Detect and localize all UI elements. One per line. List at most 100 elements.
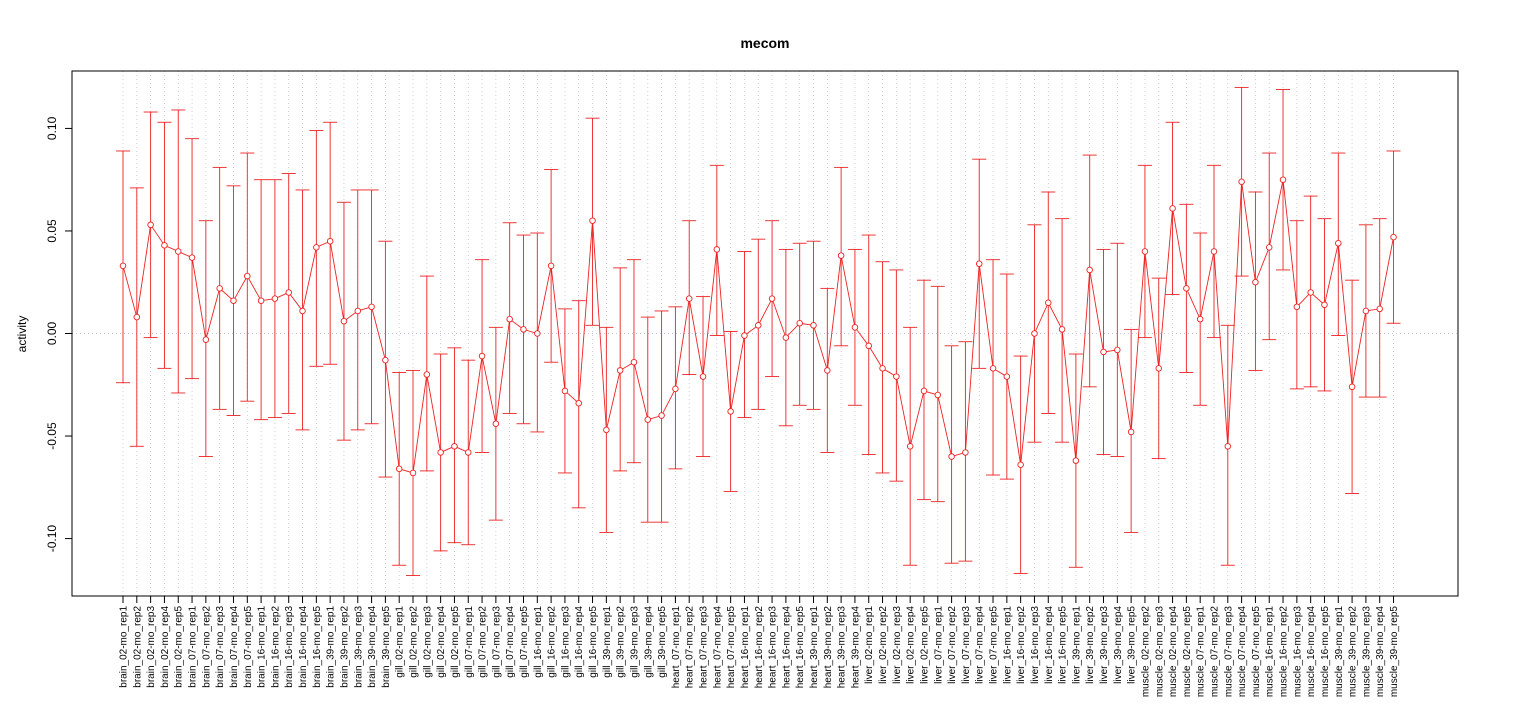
data-point [409,469,417,477]
data-point [1017,461,1024,469]
data-point [1141,248,1149,255]
x-tick-label: muscle_16-mo_rep2 [1279,606,1290,698]
x-tick-label: muscle_16-mo_rep4 [1306,606,1317,698]
x-tick-label: gill_02-mo_rep1 [395,606,406,678]
x-axis: brain_02-mo_rep1 brain_02-mo_rep2 brain_02… [119,595,1400,698]
x-tick-label: liver_16-mo_rep4 [1044,606,1055,684]
x-tick-label: liver_02-mo_rep5 [919,606,930,684]
x-tick-label: brain_16-mo_rep4 [298,606,309,688]
data-point [174,248,182,255]
x-tick-label: heart_39-mo_rep2 [823,606,834,689]
x-tick-label: heart_07-mo_rep2 [685,606,696,689]
data-point [547,262,555,270]
data-point [271,295,279,302]
x-tick-label: heart_07-mo_rep4 [712,606,723,689]
y-tick-label: -0.05 [45,422,59,450]
x-tick-label: gill_39-mo_rep4 [643,606,654,678]
data-point [879,365,886,372]
data-point [575,399,582,407]
data-point [506,315,513,323]
x-tick-label: muscle_16-mo_rep1 [1265,606,1276,698]
grid [72,71,1458,596]
x-tick-label: gill_16-mo_rep4 [574,606,585,678]
x-tick-label: brain_02-mo_rep5 [174,606,185,688]
data-point [1045,299,1052,306]
x-tick-label: brain_16-mo_rep5 [312,606,323,688]
data-point [824,367,831,374]
x-tick-label: brain_39-mo_rep5 [381,606,392,688]
x-tick-label: gill_16-mo_rep2 [547,606,558,678]
x-tick-label: liver_07-mo_rep2 [947,606,958,684]
x-tick-label: brain_02-mo_rep1 [119,606,130,688]
data-point [1155,365,1162,372]
x-tick-label: muscle_39-mo_rep4 [1375,606,1386,698]
data-point [727,408,734,415]
x-tick-label: gill_02-mo_rep5 [450,606,461,678]
x-tick-label: liver_16-mo_rep3 [1030,606,1041,684]
data-point [699,373,707,380]
x-tick-label: muscle_39-mo_rep2 [1348,606,1359,698]
data-point [1183,285,1190,292]
x-tick-label: heart_07-mo_rep5 [726,606,737,689]
x-tick-label: muscle_07-mo_rep2 [1209,606,1220,698]
data-point [975,260,983,268]
x-tick-label: liver_02-mo_rep2 [878,606,889,684]
data-point [630,358,638,366]
data-point [1321,301,1328,309]
x-tick-label: liver_16-mo_rep5 [1058,606,1069,684]
data-point [465,449,472,456]
x-tick-label: heart_16-mo_rep3 [768,606,779,689]
x-tick-label: liver_02-mo_rep3 [892,606,903,684]
data-point [934,391,942,399]
x-tick-label: muscle_16-mo_rep5 [1320,606,1331,698]
data-point [216,285,223,292]
data-point [755,322,762,329]
data-point [1196,315,1204,323]
data-point [1348,383,1356,391]
x-tick-label: gill_07-mo_rep1 [464,606,475,678]
data-point [672,385,679,393]
x-tick-label: muscle_39-mo_rep5 [1389,606,1400,698]
x-tick-label: gill_02-mo_rep2 [409,606,420,678]
data-point [1252,278,1259,286]
x-tick-label: liver_39-mo_rep1 [1071,606,1082,684]
data-point [837,252,845,259]
y-axis-label: activity [15,316,29,353]
x-tick-label: muscle_39-mo_rep1 [1334,606,1345,698]
data-point [257,297,265,304]
x-tick-label: gill_39-mo_rep1 [602,606,613,678]
x-tick-label: brain_07-mo_rep4 [229,606,240,688]
x-tick-label: muscle_16-mo_rep3 [1292,606,1303,698]
x-tick-label: liver_39-mo_rep2 [1085,606,1096,684]
data-point [658,412,665,419]
x-tick-label: brain_07-mo_rep5 [243,606,254,688]
x-tick-label: brain_39-mo_rep1 [326,606,337,688]
data-point [1031,330,1038,337]
data-point [478,352,486,360]
x-tick-label: muscle_39-mo_rep3 [1361,606,1372,698]
data-point [713,246,721,253]
data-point [603,426,610,434]
data-point [1127,428,1135,436]
error-bars [116,86,1401,576]
data-point [1072,457,1080,464]
data-point [1265,244,1273,251]
data-point [561,387,569,395]
x-tick-label: gill_39-mo_rep3 [629,606,640,678]
x-tick-label: brain_39-mo_rep2 [339,606,350,688]
data-point [492,420,500,427]
data-point [451,443,458,450]
data-point [893,373,900,380]
x-tick-label: liver_39-mo_rep3 [1099,606,1110,684]
x-tick-label: heart_16-mo_rep5 [795,606,806,689]
data-point [1210,248,1218,255]
data-point [1058,326,1066,333]
data-point [285,289,292,296]
x-tick-label: gill_07-mo_rep5 [519,606,530,678]
data-point [644,416,652,423]
data-point [382,356,389,364]
data-point [1335,240,1342,247]
x-tick-label: gill_07-mo_rep2 [478,606,489,678]
x-tick-label: muscle_07-mo_rep5 [1251,606,1262,698]
